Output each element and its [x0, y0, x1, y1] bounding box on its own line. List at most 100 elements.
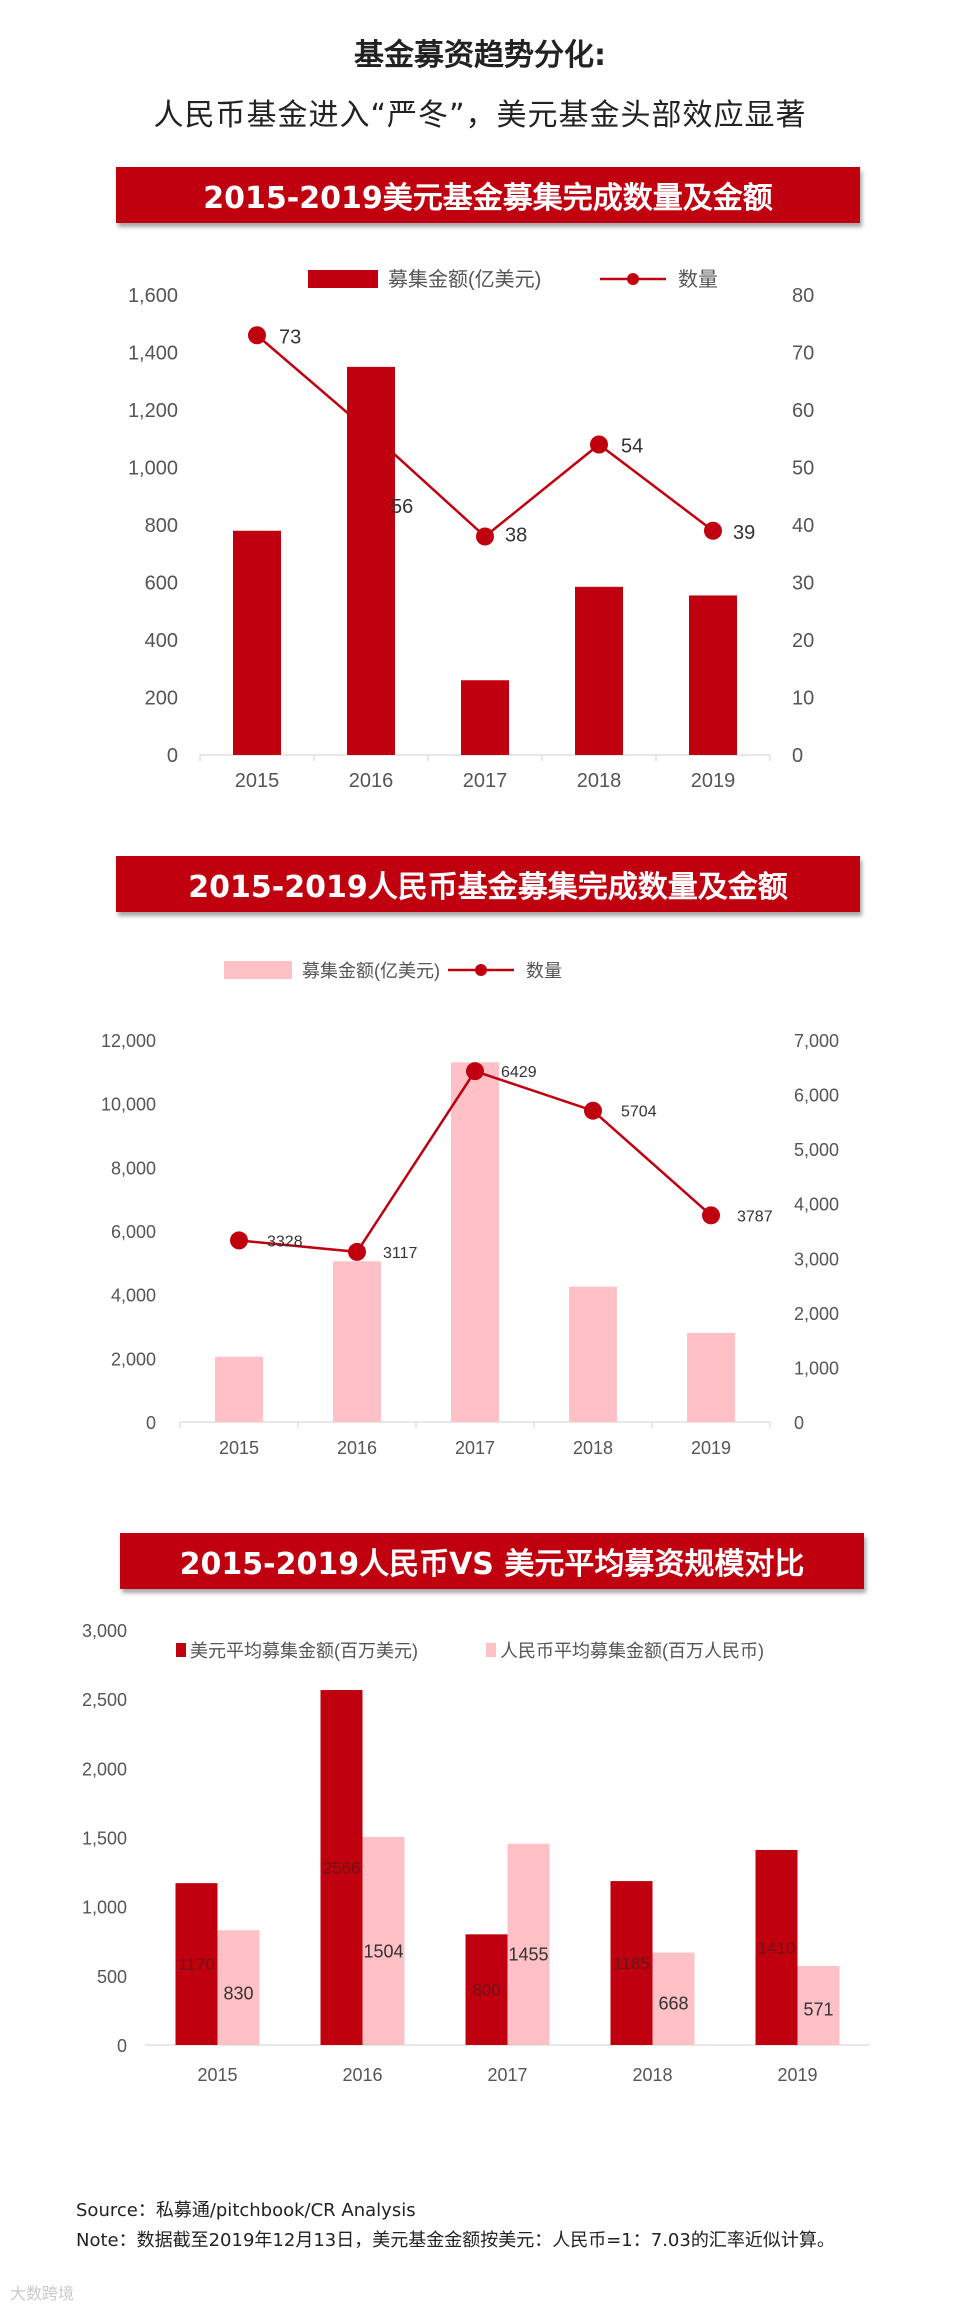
y2-tick-label: 40 — [792, 515, 814, 537]
line-point — [704, 521, 722, 540]
y-tick-label: 800 — [145, 515, 178, 537]
line-point — [362, 424, 380, 442]
y-tick-label: 4,000 — [111, 1286, 156, 1306]
legend-swatch-dot — [475, 964, 487, 976]
source-text: Source：私募通/pitchbook/CR Analysis — [76, 2200, 416, 2221]
x-tick-label: 2016 — [337, 1438, 377, 1458]
legend-swatch-rmb — [486, 1643, 496, 1657]
bar-rmb — [507, 1843, 550, 2045]
y-tick-label: 0 — [146, 1413, 156, 1433]
x-tick-label: 2019 — [691, 1438, 731, 1458]
x-tick-label: 2017 — [487, 2065, 527, 2085]
bar-rmb — [362, 1836, 405, 2045]
y-tick-label: 8,000 — [111, 1158, 156, 1178]
page-subtitle: 人民币基金进入“严冬”，美元基金头部效应显著 — [153, 98, 807, 133]
y2-tick-label: 80 — [792, 285, 814, 307]
chart2-rmb-fund: 0 2,000 4,000 6,000 8,000 10,000 12,000 0 1,000 2… — [101, 961, 839, 1458]
data-label: 73 — [279, 326, 301, 348]
data-label-rmb: 1504 — [363, 1941, 403, 1961]
bar-usd — [465, 1934, 508, 2045]
data-label-rmb: 1455 — [508, 1944, 548, 1964]
y-tick-label: 600 — [145, 573, 178, 595]
y2-tick-label: 0 — [792, 745, 803, 767]
legend-label-line: 数量 — [526, 961, 562, 981]
y2-tick-label: 1,000 — [794, 1358, 839, 1378]
data-label-usd: 1170 — [178, 1955, 215, 1974]
y-tick-label: 1,000 — [82, 1898, 127, 1918]
legend-swatch-bar — [308, 270, 378, 288]
line-point — [348, 1242, 366, 1261]
x-tick-label: 2018 — [577, 770, 622, 792]
data-label: 3328 — [267, 1233, 303, 1250]
y-tick-label: 2,000 — [111, 1349, 156, 1369]
data-label-rmb: 571 — [803, 1999, 833, 2019]
data-label: 56 — [391, 496, 413, 518]
y-tick-label: 10,000 — [101, 1095, 156, 1115]
y-tick-label: 2,000 — [82, 1759, 127, 1779]
line-point — [590, 435, 608, 454]
bar — [689, 595, 737, 755]
series-line — [256, 334, 714, 539]
y2-tick-label: 30 — [792, 573, 814, 595]
bar — [687, 1332, 735, 1422]
data-label-rmb: 668 — [658, 1993, 688, 2013]
line-point — [230, 1231, 248, 1250]
bar — [233, 530, 281, 755]
legend-swatch-dot — [627, 273, 639, 285]
bar-usd — [175, 1883, 218, 2045]
bar-usd — [610, 1881, 653, 2045]
x-tick-label: 2016 — [349, 770, 394, 792]
chart1-usd-fund: 0 200 400 600 800 1,000 1,200 1,400 1,600 0 10 20 30… — [128, 268, 814, 792]
data-label-usd: 2566 — [323, 1859, 361, 1878]
y-tick-label: 500 — [97, 1967, 127, 1987]
bar — [461, 680, 509, 755]
y-tick-label: 0 — [117, 2036, 127, 2056]
y2-tick-label: 6,000 — [794, 1086, 839, 1106]
y2-tick-label: 60 — [792, 400, 814, 422]
x-tick-label: 2015 — [235, 770, 280, 792]
line-point — [476, 527, 494, 546]
y-tick-label: 1,400 — [128, 343, 178, 365]
y2-tick-label: 2,000 — [794, 1304, 839, 1324]
y2-tick-label: 70 — [792, 343, 814, 365]
note-text: Note：数据截至2019年12月13日，美元基金金额按美元：人民币=1：7.0… — [76, 2230, 835, 2251]
bar-rmb — [797, 1966, 840, 2045]
line-point — [702, 1206, 720, 1225]
line-point — [466, 1062, 484, 1081]
y-tick-label: 1,600 — [128, 285, 178, 307]
y-tick-label: 2,500 — [82, 1690, 127, 1710]
x-tick-label: 2015 — [219, 1438, 259, 1458]
line-point — [584, 1101, 602, 1120]
x-tick-label: 2018 — [573, 1438, 613, 1458]
legend-label-bar: 募集金额(亿美元) — [302, 961, 440, 981]
data-label: 6429 — [501, 1064, 537, 1081]
y-tick-label: 200 — [145, 688, 178, 710]
y-tick-label: 1,200 — [128, 400, 178, 422]
y-tick-label: 0 — [167, 745, 178, 767]
y-tick-label: 6,000 — [111, 1222, 156, 1242]
y-tick-label: 3,000 — [82, 1621, 127, 1641]
data-label: 5704 — [621, 1104, 657, 1121]
data-label: 38 — [505, 525, 527, 547]
data-label: 3117 — [383, 1245, 418, 1262]
bar-usd — [320, 1690, 363, 2045]
x-tick-label: 2016 — [342, 2065, 382, 2085]
y2-tick-label: 3,000 — [794, 1249, 839, 1269]
x-tick-label: 2017 — [455, 1438, 495, 1458]
bar-rmb — [217, 1930, 260, 2045]
y2-tick-label: 0 — [794, 1413, 804, 1433]
chart2-banner: 2015-2019人民币基金募集完成数量及金额 — [116, 856, 860, 912]
y2-tick-label: 10 — [792, 688, 814, 710]
x-tick-label: 2017 — [463, 770, 508, 792]
chart3-banner: 2015-2019人民币VS 美元平均募资规模对比 — [120, 1533, 864, 1589]
legend-label-rmb: 人民币平均募集金额(百万人民币) — [500, 1641, 764, 1661]
data-label-usd: 1185 — [613, 1954, 650, 1973]
chart1-banner: 2015-2019美元基金募集完成数量及金额 — [116, 167, 860, 223]
x-tick-label: 2018 — [632, 2065, 672, 2085]
bar — [569, 1286, 617, 1422]
x-tick-label: 2019 — [777, 2065, 817, 2085]
y2-tick-label: 4,000 — [794, 1195, 839, 1215]
y-tick-label: 400 — [145, 630, 178, 652]
y2-tick-label: 20 — [792, 630, 814, 652]
bar-usd — [755, 1849, 798, 2045]
